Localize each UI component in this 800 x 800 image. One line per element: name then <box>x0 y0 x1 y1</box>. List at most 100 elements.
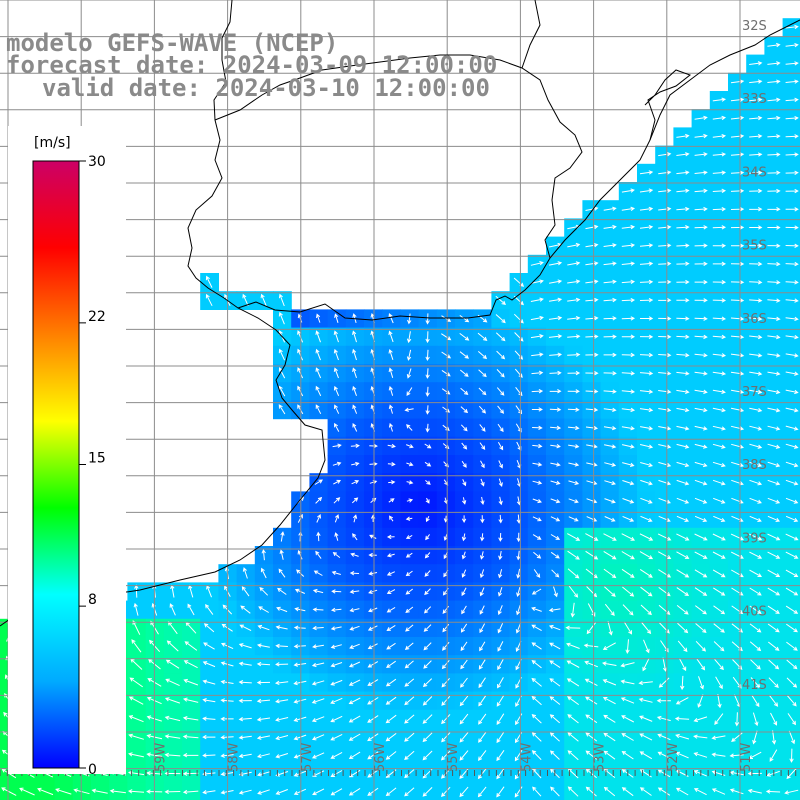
wind-arrow <box>730 97 745 102</box>
wind-arrow <box>749 461 763 468</box>
wind-arrow <box>658 515 671 522</box>
wind-arrow <box>785 316 799 322</box>
wind-arrow <box>567 315 581 321</box>
wind-arrow <box>388 330 394 343</box>
wind-arrow <box>585 206 599 211</box>
wind-arrow <box>694 188 708 194</box>
wind-arrow <box>676 551 690 559</box>
wind-arrow <box>367 661 379 668</box>
wind-arrow <box>368 607 378 613</box>
wind-arrow <box>585 352 599 358</box>
wind-arrow <box>640 586 653 597</box>
wind-arrow <box>531 695 542 706</box>
wind-arrow <box>129 677 143 688</box>
wind-arrow <box>767 641 780 651</box>
wind-arrow <box>480 478 485 487</box>
wind-arrow <box>767 587 781 596</box>
wind-arrow <box>694 443 708 449</box>
colorbar-tick-label: 15 <box>88 451 106 467</box>
wind-arrow <box>567 389 580 394</box>
wind-arrow <box>404 642 414 650</box>
wind-arrow <box>657 533 672 541</box>
wind-arrow <box>676 352 690 358</box>
lon-label: 55W <box>446 742 461 772</box>
wind-arrow <box>549 261 563 266</box>
wind-arrow <box>549 352 563 357</box>
lon-label: 58W <box>227 742 242 772</box>
wind-arrow <box>603 279 617 284</box>
wind-arrow <box>712 206 727 212</box>
wind-arrow <box>767 533 781 541</box>
lat-label: 39S <box>742 531 767 546</box>
wind-arrow <box>749 207 763 212</box>
wind-arrow <box>583 643 599 648</box>
wind-arrow <box>496 350 506 360</box>
wind-arrow <box>531 388 544 394</box>
wind-arrow <box>730 316 745 321</box>
wind-arrow <box>676 298 690 303</box>
wind-arrow <box>749 152 763 157</box>
wind-arrow <box>352 348 357 361</box>
wind-arrow <box>567 352 581 357</box>
wind-arrow <box>386 589 396 594</box>
wind-arrow <box>548 607 561 613</box>
wind-arrow <box>712 389 726 394</box>
wind-arrow <box>385 733 397 742</box>
wind-arrow <box>585 297 599 303</box>
wind-arrow <box>712 461 726 468</box>
wind-arrow <box>603 243 617 248</box>
wind-arrow <box>549 642 561 650</box>
wind-arrow <box>479 551 485 560</box>
wind-arrow <box>256 661 271 667</box>
wind-arrow <box>440 750 451 761</box>
wind-arrow <box>730 353 745 358</box>
wind-arrow <box>570 602 575 618</box>
wind-arrow <box>749 298 763 303</box>
wind-arrow <box>749 569 763 577</box>
wind-arrow <box>530 297 544 302</box>
wind-arrow <box>553 586 558 598</box>
wind-arrow <box>767 623 780 633</box>
wind-arrow <box>639 787 652 796</box>
title-block: modelo GEFS-WAVE (NCEP) forecast date: 2… <box>6 29 497 102</box>
wind-arrow <box>275 735 289 741</box>
wind-arrow <box>205 603 214 615</box>
wind-arrow <box>694 243 708 248</box>
wind-arrow <box>332 461 342 466</box>
wind-arrow <box>694 407 708 413</box>
wind-arrow <box>406 444 414 449</box>
wind-arrow <box>406 462 414 467</box>
wind-arrow <box>275 753 289 759</box>
wind-arrow <box>202 716 216 721</box>
wind-arrow <box>694 461 708 468</box>
wind-arrow <box>639 533 654 541</box>
wind-arrow <box>514 786 523 798</box>
wind-arrow <box>676 515 690 522</box>
wind-arrow <box>639 371 654 376</box>
wind-arrow <box>717 694 722 709</box>
wind-arrow <box>621 568 635 578</box>
wind-arrow <box>621 243 636 248</box>
wind-arrow <box>676 371 690 376</box>
wind-arrow <box>694 298 708 303</box>
wind-arrow <box>676 479 690 486</box>
wind-arrow <box>332 443 342 448</box>
wind-arrow <box>567 786 579 797</box>
wind-arrow <box>479 641 486 652</box>
wind-arrow <box>257 789 270 795</box>
wind-arrow <box>205 275 213 288</box>
wind-arrow <box>604 603 615 617</box>
wind-arrow <box>585 786 597 797</box>
wind-arrow <box>531 642 542 650</box>
wind-arrow <box>532 516 542 522</box>
wind-arrow <box>712 425 726 431</box>
wind-arrow <box>351 497 359 504</box>
colorbar-ramp <box>32 160 80 769</box>
wind-arrow <box>785 280 799 285</box>
wind-arrow <box>315 550 322 559</box>
wind-arrow <box>658 243 672 248</box>
wind-arrow <box>586 480 598 486</box>
wind-arrow <box>749 280 763 285</box>
wind-arrow <box>441 333 452 341</box>
